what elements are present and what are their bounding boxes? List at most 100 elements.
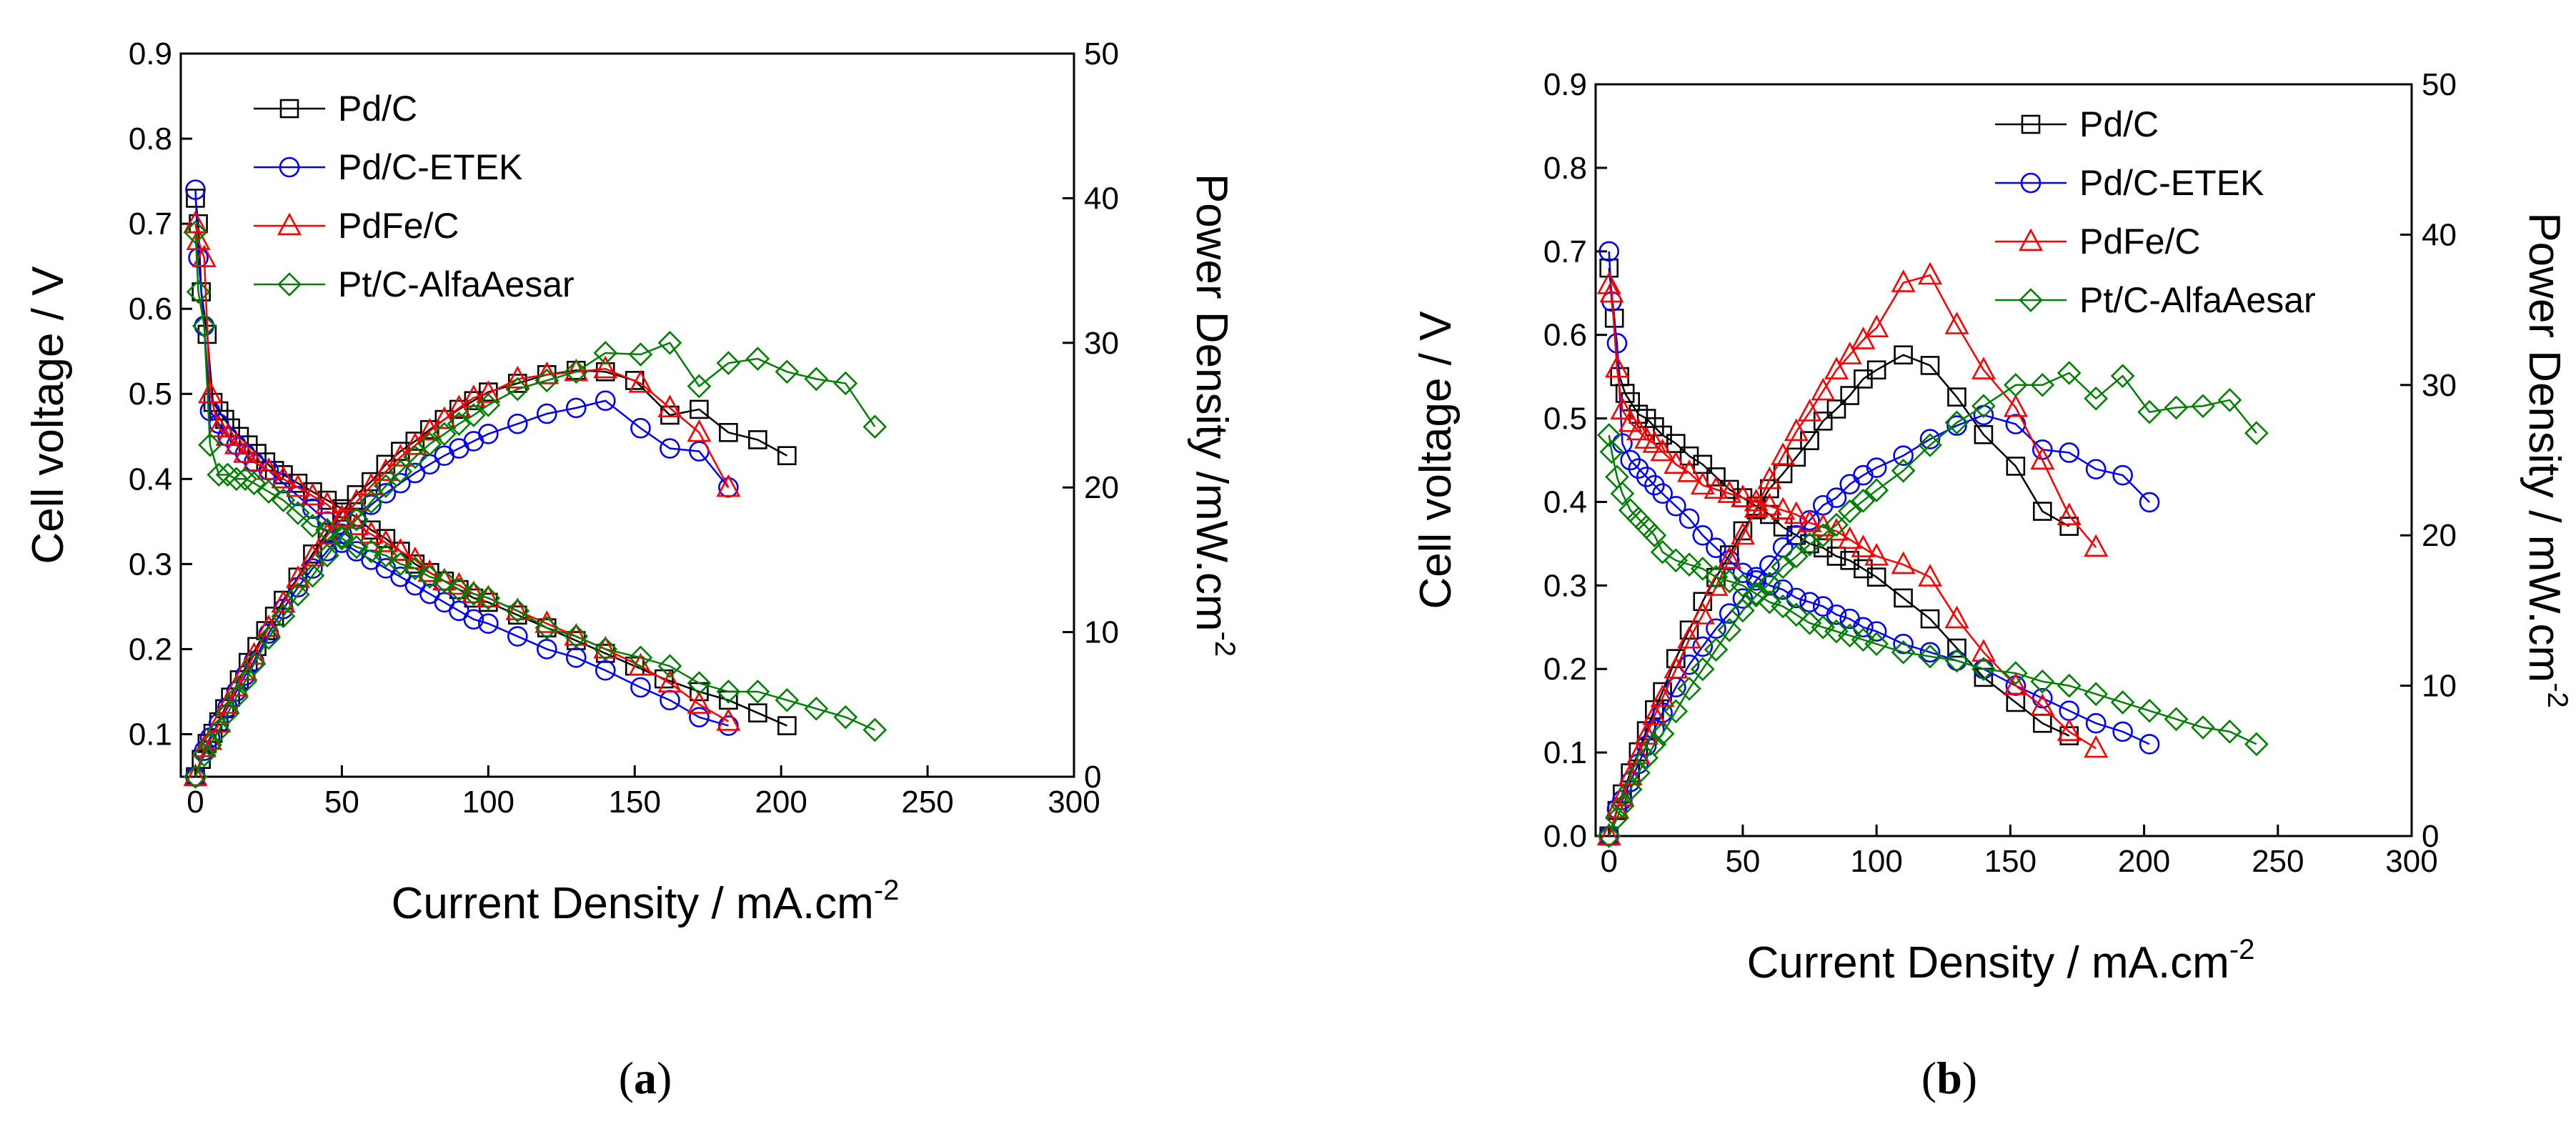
voltage-data-point: [1704, 476, 1729, 499]
voltage-data-point: [2085, 712, 2107, 734]
power-data-point: [593, 355, 618, 379]
panel-a: 0 50 100 150 200 250 3000.10.20.30.40.50.60.70…: [24, 36, 1240, 928]
voltage-data-point: [1771, 594, 1795, 619]
y-tick-label: 0.2: [1543, 652, 1587, 687]
power-data-point: [1918, 262, 1943, 285]
voltage-data-point: [1893, 633, 1914, 655]
voltage-data-point: [1598, 241, 1620, 262]
power-data-point: [1744, 583, 1769, 608]
voltage-data-point: [344, 534, 369, 559]
voltage-data-point: [833, 705, 858, 730]
voltage-data-point: [1717, 569, 1742, 594]
voltage-data-point: [1920, 609, 1940, 629]
power-data-point: [1918, 433, 1942, 457]
legend-label: Pd/C-ETEK: [2079, 163, 2264, 203]
legend-label: Pd/C: [338, 89, 417, 129]
voltage-data-point: [1610, 481, 1635, 506]
voltage-data-point: [476, 586, 501, 610]
y-tick-label: 0.7: [1543, 234, 1587, 269]
power-data-point: [432, 406, 457, 429]
voltage-data-point: [1626, 417, 1651, 441]
voltage-data-point: [271, 465, 296, 489]
power-data-point: [745, 347, 770, 371]
power-data-point: [1717, 546, 1742, 569]
legend-marker: [277, 212, 302, 236]
power-data-point: [1690, 657, 1715, 682]
y-tick-label: 0.6: [1543, 318, 1587, 353]
power-data-point: [388, 459, 413, 484]
x-tick-label: 300: [2385, 844, 2437, 879]
power-data-point: [690, 399, 709, 419]
x-tick-label: 50: [324, 785, 359, 820]
legend-label: Pd/C: [2079, 104, 2159, 144]
power-data-point: [1596, 824, 1621, 848]
power-data-point: [198, 732, 222, 757]
voltage-data-point: [1971, 657, 1996, 682]
voltage-data-point: [775, 688, 800, 712]
y2-tick-label: 0: [1084, 760, 1101, 795]
power-data-point: [402, 432, 427, 455]
plot-frame: [179, 52, 1075, 778]
voltage-data-point: [657, 654, 682, 679]
power-data-point: [1894, 345, 1913, 365]
voltage-data-point: [478, 613, 499, 634]
y-axis-title: Cell voltage / V: [1411, 311, 1461, 610]
voltage-data-point: [2110, 690, 2135, 715]
voltage-data-point: [359, 539, 384, 564]
power-data-point: [1891, 458, 1916, 483]
voltage-data-point: [689, 707, 710, 727]
voltage-data-point: [242, 471, 267, 496]
power-data-point: [1746, 570, 1766, 591]
power-data-point: [1851, 488, 1876, 513]
voltage-data-point: [1918, 564, 1943, 587]
power-data-point: [1946, 415, 1967, 436]
voltage-data-point: [285, 474, 310, 497]
power-data-point: [478, 424, 499, 444]
power-data-point: [1920, 356, 1940, 375]
power-data-point: [1719, 603, 1740, 624]
power-data-point: [775, 359, 800, 384]
power-data-point: [1891, 269, 1916, 292]
voltage-data-point: [2164, 707, 2189, 732]
voltage-data-point: [1784, 501, 1809, 524]
voltage-data-point: [2112, 721, 2133, 742]
y-tick-label: 0.0: [1543, 819, 1587, 854]
power-curve-line: [1608, 354, 2070, 837]
voltage-data-point: [1866, 567, 1886, 587]
power-data-point: [1784, 544, 1809, 569]
voltage-data-point: [1891, 640, 1916, 665]
power-data-point: [1797, 399, 1822, 422]
legend-label: PdFe/C: [2079, 222, 2201, 262]
power-data-point: [1717, 617, 1742, 642]
voltage-data-point: [2030, 669, 2055, 694]
power-data-point: [1704, 637, 1729, 662]
power-data-point: [1730, 522, 1755, 545]
voltage-data-point: [417, 565, 442, 590]
y2-tick-label: 20: [1084, 470, 1119, 505]
y-tick-label: 0.4: [1543, 484, 1587, 519]
voltage-data-point: [2244, 732, 2269, 757]
voltage-data-point: [628, 652, 653, 676]
voltage-data-point: [461, 582, 486, 606]
power-data-point: [1974, 424, 1994, 444]
power-data-point: [628, 369, 653, 393]
power-data-point: [2217, 388, 2242, 412]
x-axis-title: Current Density / mA.cm-2: [392, 875, 900, 928]
voltage-data-point: [233, 440, 258, 463]
power-data-point: [719, 422, 738, 442]
power-data-point: [461, 403, 486, 427]
voltage-data-point: [2003, 672, 2028, 695]
series-pt-c-alfaaesar: [183, 220, 887, 789]
voltage-data-point: [1717, 480, 1742, 503]
power-curve-line: [1608, 414, 2150, 837]
voltage-data-point: [593, 635, 618, 659]
x-tick-label: 200: [755, 785, 807, 820]
voltage-data-point: [2084, 735, 2109, 758]
voltage-data-point: [1864, 632, 1889, 656]
voltage-data-point: [185, 179, 206, 200]
voltage-data-point: [1851, 534, 1876, 557]
voltage-data-point: [1824, 619, 1849, 644]
voltage-data-point: [286, 501, 310, 525]
x-tick-label: 100: [462, 785, 514, 820]
